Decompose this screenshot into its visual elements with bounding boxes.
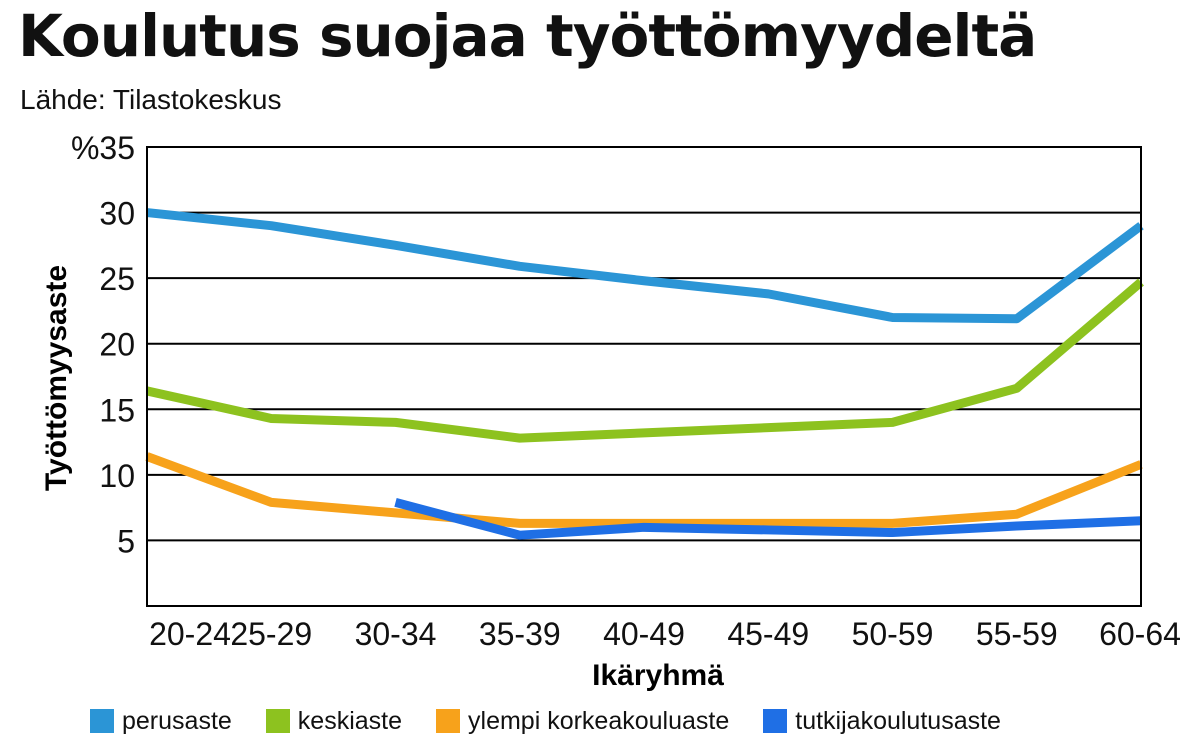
- legend-label: tutkijakoulutusaste: [795, 706, 1001, 735]
- chart-legend: perusaste keskiaste ylempi korkeakouluaste…: [90, 703, 1035, 739]
- legend-swatch: [90, 709, 114, 733]
- x-tick-label: 30-34: [355, 616, 437, 652]
- y-tick-label: %35: [71, 130, 135, 166]
- x-tick-label: 35-39: [479, 616, 561, 652]
- x-axis-label: Ikäryhmä: [592, 659, 724, 692]
- x-tick-label: 40-49: [603, 616, 685, 652]
- legend-item: keskiaste: [265, 706, 403, 736]
- series-line-ylempi-korkeakouluaste: [145, 452, 1143, 528]
- x-tick-label: 50-59: [852, 616, 934, 652]
- y-tick-label: 20: [99, 327, 135, 363]
- x-tick-labels: 20-24 25-29 30-34 35-39 40-49 45-49 50-59 55-59…: [149, 616, 1181, 652]
- x-tick-label: 25-29: [230, 616, 312, 652]
- legend-label: ylempi korkeakouluaste: [468, 706, 730, 735]
- x-tick-label: 55-59: [976, 616, 1058, 652]
- legend-swatch: [763, 709, 788, 733]
- line-chart: 5 10 15 20 25 30 %35 20-24 25-29 30-34 35-39 40-49…: [40, 130, 1181, 692]
- chart-source: Lähde: Tilastokeskus: [20, 84, 282, 115]
- y-tick-label: 30: [99, 196, 135, 232]
- series-lines: [145, 208, 1144, 540]
- legend-swatch: [265, 709, 290, 733]
- grid-lines: [147, 146, 1141, 542]
- x-tick-label: 45-49: [727, 616, 809, 652]
- x-tick-label: 20-24: [149, 616, 231, 652]
- y-tick-label: 25: [99, 261, 135, 297]
- legend-item: tutkijakoulutusaste: [763, 707, 1001, 736]
- x-tick-label: 60-64: [1099, 616, 1181, 652]
- y-axis-label: Työttömyysaste: [40, 265, 73, 491]
- series-line-keskiaste: [146, 278, 1144, 443]
- y-tick-labels: 5 10 15 20 25 30 %35: [71, 130, 135, 559]
- legend-swatch: [436, 709, 461, 733]
- series-line-perusaste: [146, 208, 1144, 324]
- plot-frame: [146, 146, 1142, 607]
- y-tick-label: 10: [99, 458, 135, 494]
- legend-item: perusaste: [90, 707, 232, 736]
- legend-label: keskiaste: [297, 706, 403, 735]
- legend-label: perusaste: [122, 706, 232, 735]
- y-tick-label: 15: [99, 392, 135, 428]
- y-tick-label: 5: [117, 523, 135, 559]
- legend-item: ylempi korkeakouluaste: [436, 707, 729, 736]
- chart-title: Koulutus suojaa työttömyydeltä: [18, 2, 1037, 70]
- series-line-tutkijakoulutusaste: [394, 498, 1142, 540]
